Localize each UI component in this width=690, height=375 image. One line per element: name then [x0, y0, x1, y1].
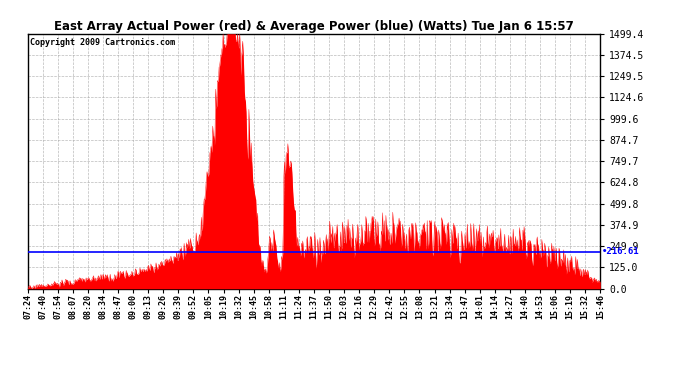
Text: •216.61: •216.61 — [602, 248, 639, 256]
Title: East Array Actual Power (red) & Average Power (blue) (Watts) Tue Jan 6 15:57: East Array Actual Power (red) & Average … — [54, 20, 574, 33]
Text: Copyright 2009 Cartronics.com: Copyright 2009 Cartronics.com — [30, 38, 175, 46]
